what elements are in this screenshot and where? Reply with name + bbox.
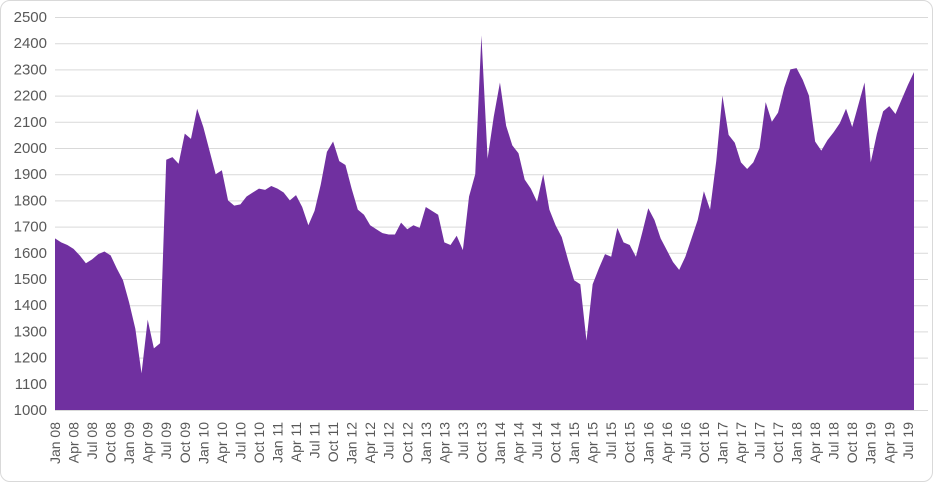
y-tick-label-2500: 2500 [14,9,47,26]
y-axis-labels: 1000 1100 1200 1300 1400 1500 1600 1700 1800 1900… [14,9,47,419]
x-tick-label-apr-16: Apr 16 [659,422,675,463]
x-tick-label-jan-16: Jan 16 [640,422,656,464]
x-tick-label-apr-19: Apr 19 [881,422,897,463]
x-tick-label-jul-19: Jul 19 [900,422,916,460]
x-tick-label-jul-08: Jul 08 [84,422,100,460]
y-tick-label-2100: 2100 [14,114,47,131]
x-tick-label-jan-17: Jan 17 [714,422,730,464]
x-tick-label-oct-18: Oct 18 [844,422,860,463]
y-tick-label-1600: 1600 [14,245,47,262]
y-tick-label-1100: 1100 [15,376,47,393]
y-tick-label-2200: 2200 [14,88,47,105]
x-tick-label-jan-10: Jan 10 [195,422,211,464]
x-tick-label-jan-15: Jan 15 [566,422,582,464]
y-tick-label-1500: 1500 [14,271,47,288]
x-tick-label-jul-09: Jul 09 [158,422,174,460]
x-tick-label-apr-10: Apr 10 [214,422,230,463]
x-tick-label-jul-13: Jul 13 [455,422,471,460]
x-tick-label-oct-12: Oct 12 [399,422,415,463]
x-tick-label-apr-11: Apr 11 [288,422,304,462]
x-tick-label-jan-08: Jan 08 [47,422,63,464]
x-tick-label-apr-08: Apr 08 [66,422,82,463]
x-tick-label-jan-12: Jan 12 [344,422,360,464]
x-tick-label-apr-18: Apr 18 [807,422,823,463]
y-tick-label-1400: 1400 [14,297,47,314]
x-tick-label-oct-11: Oct 11 [325,422,341,462]
x-tick-label-oct-17: Oct 17 [770,422,786,463]
x-tick-label-apr-15: Apr 15 [585,422,601,463]
x-tick-label-oct-16: Oct 16 [696,422,712,463]
x-tick-label-oct-10: Oct 10 [251,422,267,463]
x-tick-label-jan-19: Jan 19 [863,422,879,464]
x-tick-label-apr-12: Apr 12 [362,422,378,463]
x-tick-label-jul-11: Jul 11 [307,422,323,459]
x-tick-label-jan-14: Jan 14 [492,422,508,464]
y-tick-label-1800: 1800 [14,192,47,209]
x-tick-label-apr-17: Apr 17 [733,422,749,463]
y-tick-label-1000: 1000 [14,402,47,419]
x-tick-label-apr-09: Apr 09 [140,422,156,463]
x-tick-label-jul-12: Jul 12 [381,422,397,460]
y-tick-label-2000: 2000 [14,140,47,157]
x-tick-label-jul-10: Jul 10 [232,422,248,460]
x-tick-label-oct-14: Oct 14 [548,422,564,463]
x-tick-label-apr-13: Apr 13 [436,422,452,463]
x-tick-label-apr-14: Apr 14 [510,422,526,463]
x-tick-label-jan-13: Jan 13 [418,422,434,464]
area-series [55,35,914,411]
x-tick-label-jul-14: Jul 14 [529,422,545,460]
x-tick-label-jul-15: Jul 15 [603,422,619,460]
x-tick-label-jan-09: Jan 09 [121,422,137,464]
y-tick-label-1300: 1300 [14,323,47,340]
x-tick-label-oct-08: Oct 08 [103,422,119,463]
x-tick-label-jul-16: Jul 16 [677,422,693,460]
y-tick-label-1900: 1900 [14,166,47,183]
x-tick-label-jan-18: Jan 18 [789,422,805,464]
x-tick-label-oct-09: Oct 09 [177,422,193,463]
y-tick-label-2300: 2300 [14,61,47,78]
x-axis-labels: Jan 08 Apr 08 Jul 08 Oct 08 Jan 09 Apr 09 Jul … [47,422,916,464]
x-tick-label-oct-13: Oct 13 [473,422,489,463]
x-tick-label-jul-17: Jul 17 [752,422,768,460]
y-tick-label-2400: 2400 [14,35,47,52]
x-tick-label-jul-18: Jul 18 [826,422,842,460]
x-tick-label-jan-11: Jan 11 [269,422,285,463]
y-tick-label-1200: 1200 [14,350,47,367]
x-tick-label-oct-15: Oct 15 [622,422,638,463]
y-tick-label-1700: 1700 [14,219,47,236]
